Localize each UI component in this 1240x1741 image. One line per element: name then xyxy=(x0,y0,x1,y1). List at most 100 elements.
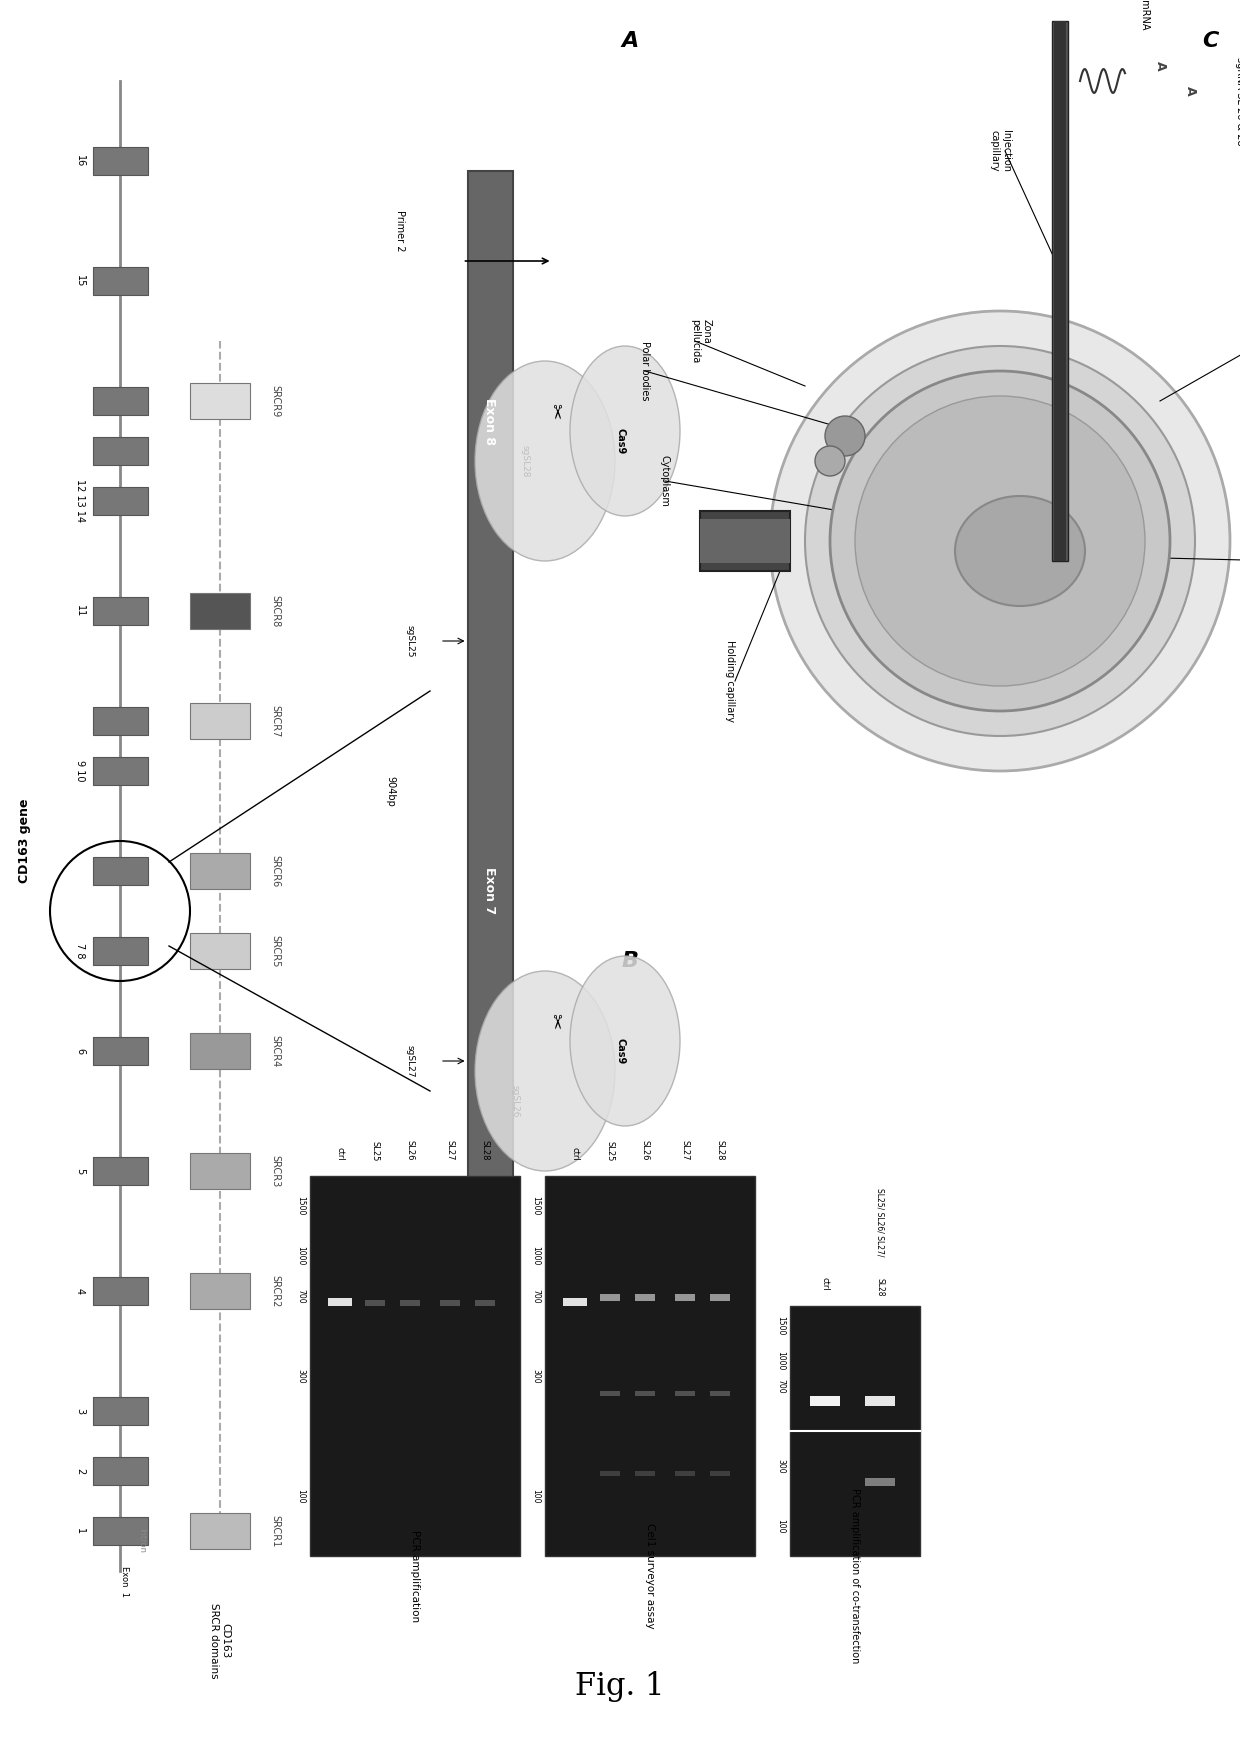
Text: SL25/ SL26/ SL27/: SL25/ SL26/ SL27/ xyxy=(875,1187,884,1255)
Text: ctrl: ctrl xyxy=(570,1147,579,1161)
Text: CD163
SRCR domains: CD163 SRCR domains xyxy=(210,1603,231,1678)
Bar xyxy=(365,1301,384,1306)
Text: SL27: SL27 xyxy=(445,1140,455,1161)
Bar xyxy=(93,437,148,465)
Text: Holding capillary: Holding capillary xyxy=(725,641,735,723)
Text: 700: 700 xyxy=(296,1288,305,1304)
Bar xyxy=(93,707,148,735)
Text: SRCR4: SRCR4 xyxy=(270,1034,280,1067)
Text: Exon  1: Exon 1 xyxy=(120,1565,129,1596)
Bar xyxy=(600,1391,620,1396)
Text: 100: 100 xyxy=(531,1489,539,1502)
Ellipse shape xyxy=(475,971,615,1172)
Bar xyxy=(600,1294,620,1301)
Bar xyxy=(93,1276,148,1306)
Bar xyxy=(93,1038,148,1065)
Text: sgSL28: sgSL28 xyxy=(521,444,529,477)
Bar xyxy=(701,512,790,571)
Bar xyxy=(635,1471,655,1476)
Text: Injection
capillary: Injection capillary xyxy=(990,131,1011,172)
Text: Exon 8: Exon 8 xyxy=(484,397,496,444)
Bar xyxy=(93,146,148,176)
Bar xyxy=(93,266,148,294)
Text: 1: 1 xyxy=(74,1529,86,1534)
Bar xyxy=(600,1471,620,1476)
Text: SL26: SL26 xyxy=(641,1140,650,1161)
Text: 700: 700 xyxy=(776,1379,785,1393)
Text: 904bp: 904bp xyxy=(384,775,396,806)
Text: 7 8: 7 8 xyxy=(74,944,86,959)
Text: 1000: 1000 xyxy=(776,1351,785,1370)
Text: 300: 300 xyxy=(776,1459,785,1473)
Text: SL28: SL28 xyxy=(875,1278,884,1295)
Text: 12 13 14: 12 13 14 xyxy=(74,479,86,522)
Text: 16: 16 xyxy=(74,155,86,167)
Bar xyxy=(1054,21,1066,561)
Text: SRCR1: SRCR1 xyxy=(270,1515,280,1548)
Bar xyxy=(866,1478,895,1487)
Bar xyxy=(467,171,512,1361)
Text: 300: 300 xyxy=(531,1368,539,1384)
Bar xyxy=(546,1175,755,1556)
Bar xyxy=(190,703,250,738)
Bar xyxy=(93,487,148,515)
Bar xyxy=(475,1301,495,1306)
Text: Primer 2: Primer 2 xyxy=(396,211,405,252)
Bar xyxy=(93,757,148,785)
Text: Cas9: Cas9 xyxy=(615,1038,625,1064)
Text: SL25: SL25 xyxy=(371,1140,379,1161)
Text: 100: 100 xyxy=(296,1489,305,1502)
Text: ✂: ✂ xyxy=(546,1013,564,1029)
Text: sgSL25: sgSL25 xyxy=(405,625,414,658)
Text: SL27: SL27 xyxy=(681,1140,689,1161)
Circle shape xyxy=(856,395,1145,686)
Text: A: A xyxy=(1183,87,1197,96)
Text: SRCR9: SRCR9 xyxy=(270,385,280,418)
Text: sgSL26: sgSL26 xyxy=(511,1085,520,1118)
Bar xyxy=(190,1153,250,1189)
Ellipse shape xyxy=(955,496,1085,606)
Bar xyxy=(635,1294,655,1301)
Circle shape xyxy=(770,312,1230,771)
Text: Cel1 surveyor assay: Cel1 surveyor assay xyxy=(645,1523,655,1630)
Text: ✂: ✂ xyxy=(546,402,564,420)
Text: SRCR7: SRCR7 xyxy=(270,705,280,736)
Text: PCR amplification of co-transfection: PCR amplification of co-transfection xyxy=(849,1489,861,1664)
Bar xyxy=(675,1391,694,1396)
Text: 9 10: 9 10 xyxy=(74,761,86,782)
Bar xyxy=(93,387,148,414)
Bar xyxy=(711,1391,730,1396)
Bar xyxy=(329,1299,352,1306)
Bar xyxy=(190,1513,250,1549)
Text: C: C xyxy=(1202,31,1218,50)
Bar xyxy=(190,933,250,970)
Text: PCR amplification: PCR amplification xyxy=(410,1530,420,1623)
Bar xyxy=(563,1299,587,1306)
Text: SL26: SL26 xyxy=(405,1140,414,1161)
Text: 300: 300 xyxy=(296,1368,305,1384)
Text: 6: 6 xyxy=(74,1048,86,1053)
Circle shape xyxy=(830,371,1171,710)
Text: sgSL27: sgSL27 xyxy=(405,1045,414,1078)
Bar xyxy=(190,594,250,629)
Text: SL28: SL28 xyxy=(481,1140,490,1161)
Text: A: A xyxy=(1153,61,1167,71)
Text: Primer 1: Primer 1 xyxy=(396,1314,405,1356)
Text: 100: 100 xyxy=(776,1518,785,1534)
Bar xyxy=(190,383,250,420)
Text: Intron: Intron xyxy=(138,1529,146,1553)
Bar xyxy=(93,1158,148,1186)
Text: 700: 700 xyxy=(531,1288,539,1304)
Text: 2: 2 xyxy=(74,1468,86,1475)
Bar xyxy=(711,1294,730,1301)
Bar xyxy=(866,1396,895,1407)
Bar xyxy=(93,1516,148,1544)
Text: 11: 11 xyxy=(74,604,86,616)
Bar xyxy=(190,1273,250,1309)
Text: Cas9 mRNA: Cas9 mRNA xyxy=(1140,0,1149,30)
Ellipse shape xyxy=(570,956,680,1126)
Circle shape xyxy=(805,346,1195,736)
Text: ctrl: ctrl xyxy=(821,1278,830,1292)
Text: Cas9: Cas9 xyxy=(615,428,625,454)
Bar xyxy=(790,1306,920,1556)
